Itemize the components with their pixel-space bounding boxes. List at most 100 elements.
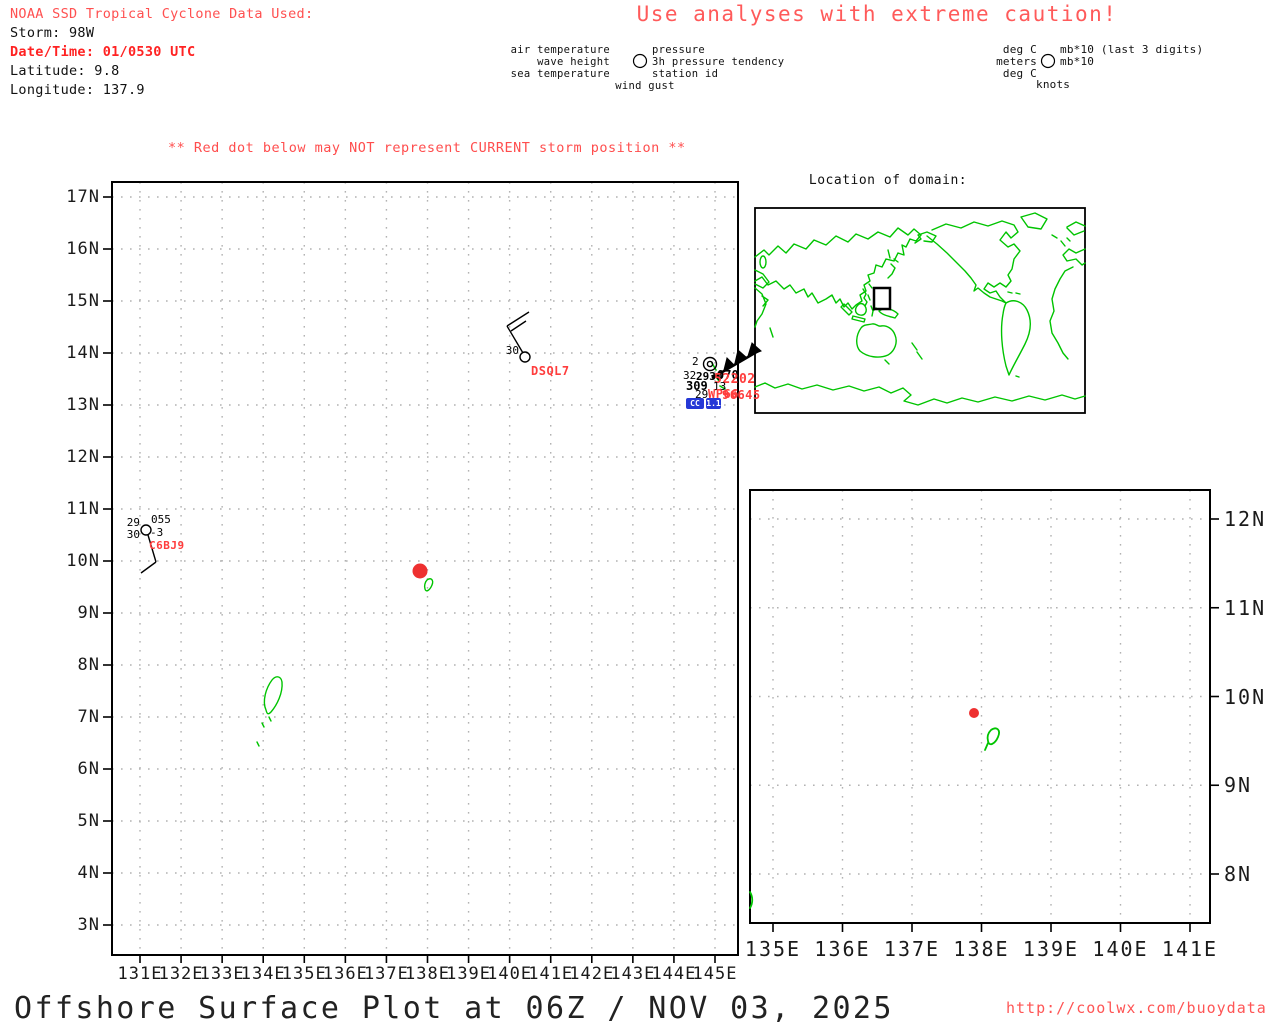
cluster-wave-height: 2 (692, 355, 699, 368)
main-x-tick-label: 133E (199, 964, 245, 984)
inset-x-tick-label: 138E (953, 937, 1010, 961)
palau-island (263, 676, 283, 715)
units-wave-height: meters (996, 55, 1037, 68)
dsql7-air-temp: 30 (505, 344, 519, 357)
storm-longitude: Longitude: 137.9 (10, 82, 145, 98)
storm-latitude: Latitude: 9.8 (10, 63, 120, 79)
c6bj9-pressure-tendency: -3 (150, 526, 164, 539)
units-station-circle (1040, 53, 1056, 69)
cluster-sea-temp: 29 (695, 388, 709, 401)
inset-y-tick-label: 9N (1224, 773, 1253, 798)
inset-y-tick-label: 11N (1224, 595, 1267, 620)
storm-position-dot (412, 563, 428, 579)
cluster-buoy-id: 52202 (714, 372, 756, 387)
main-x-tick-label: 136E (322, 964, 368, 984)
legend-pressure: pressure (652, 44, 705, 56)
main-y-tick-label: 11N (66, 499, 100, 519)
storm-name: Storm: 98W (10, 25, 95, 41)
station-dsql7-symbol (506, 311, 531, 363)
inset-x-tick-label: 135E (744, 937, 802, 961)
main-map-ticks (103, 196, 716, 963)
storm-datetime: Date/Time: 01/0530 UTC (10, 44, 196, 60)
main-y-tick-label: 12N (66, 447, 100, 467)
cluster-ship-id-b: 96645 (722, 388, 761, 402)
storm-position-warning: ** Red dot below may NOT represent CURRE… (168, 140, 686, 156)
c6bj9-station-id: C6BJ9 (149, 539, 185, 552)
cluster-chip-b: 1.1 (706, 398, 721, 409)
data-source-line: NOAA SSD Tropical Cyclone Data Used: (10, 6, 314, 22)
legend-wave-height: wave height (537, 56, 610, 68)
units-pressure-tendency: mb*10 (1060, 55, 1095, 68)
main-x-tick-label: 144E (651, 964, 697, 984)
inset-x-tick-label: 136E (814, 937, 871, 961)
dsql7-station-id: DSQL7 (531, 364, 570, 378)
main-y-tick-label: 13N (66, 395, 100, 415)
main-y-tick-label: 7N (77, 707, 100, 727)
inset-x-tick-label: 139E (1022, 937, 1080, 961)
c6bj9-air-temp: 29 (126, 516, 140, 529)
main-y-tick-label: 10N (66, 551, 100, 571)
world-locator-map (754, 207, 1086, 414)
legend-wind-gust: wind gust (615, 80, 675, 92)
cluster-air-temp: 32 (683, 369, 697, 382)
inset-x-tick-label: 137E (883, 937, 941, 961)
main-y-tick-label: 17N (66, 187, 100, 207)
domain-map-title: Location of domain: (808, 173, 968, 188)
caution-banner: Use analyses with extreme caution! (636, 2, 1118, 26)
main-x-tick-label: 131E (117, 964, 163, 984)
main-x-tick-label: 140E (487, 964, 533, 984)
cluster-ship-id-a: WP66 (708, 387, 739, 401)
inset-map-frame (749, 489, 1211, 924)
main-y-tick-label: 16N (66, 239, 100, 259)
palau-edge-inset (749, 891, 754, 909)
yap-island (423, 578, 434, 592)
main-y-tick-label: 15N (66, 291, 100, 311)
main-x-tick-label: 142E (569, 964, 615, 984)
cluster-pressure: 070 (717, 368, 739, 382)
cluster-pressure-tendency: 13 (713, 380, 727, 393)
legend-sea-temperature: sea temperature (510, 68, 610, 80)
station-c6bj9-symbol (140, 524, 157, 574)
main-y-tick-label: 9N (77, 603, 100, 623)
source-url-link[interactable]: http://coolwx.com/buoydata (1006, 999, 1267, 1017)
inset-x-tick-label: 140E (1092, 937, 1149, 961)
inset-map-grid (750, 490, 1210, 923)
world-map-frame (754, 207, 1086, 414)
cluster-overlap-b: 309 (686, 379, 708, 393)
units-air-temperature: deg C (1002, 43, 1037, 56)
main-y-tick-label: 3N (77, 915, 100, 935)
inset-map-ticks (772, 518, 1219, 932)
main-y-tick-label: 8N (77, 655, 100, 675)
legend-station-id: station id (652, 68, 719, 80)
main-y-tick-label: 14N (66, 343, 100, 363)
c6bj9-pressure: 055 (151, 513, 171, 526)
main-x-tick-label: 138E (405, 964, 450, 984)
inset-y-tick-label: 12N (1224, 507, 1267, 531)
palau-islets (256, 716, 272, 747)
legend-air-temperature: air temperature (510, 44, 610, 56)
main-y-tick-label: 6N (77, 759, 100, 779)
units-pressure: mb*10 (last 3 digits) (1060, 43, 1204, 56)
storm-position-dot-inset (969, 708, 979, 718)
legend-pressure-tendency: 3h pressure tendency (652, 56, 785, 68)
units-sea-temperature: deg C (1002, 67, 1037, 80)
main-x-tick-label: 141E (528, 964, 574, 984)
main-x-tick-label: 134E (240, 964, 286, 984)
legend-station-circle (632, 53, 648, 69)
cluster-overlap-a: 2930 (696, 370, 723, 383)
main-x-tick-label: 139E (446, 964, 492, 984)
yap-island-inset (984, 727, 1000, 751)
main-map-coastlines (256, 362, 726, 747)
plot-title: Offshore Surface Plot at 06Z / NOV 03, 2… (14, 991, 894, 1024)
inset-map-coastlines (749, 727, 1000, 909)
inset-y-tick-label: 10N (1224, 684, 1267, 709)
main-y-tick-label: 4N (77, 863, 100, 883)
domain-box (872, 286, 892, 311)
main-y-tick-label: 5N (77, 811, 100, 831)
main-x-tick-label: 132E (158, 964, 204, 984)
c6bj9-sea-temp: 30 (126, 528, 140, 541)
main-x-tick-label: 137E (363, 964, 409, 984)
inset-y-tick-label: 8N (1224, 862, 1253, 886)
